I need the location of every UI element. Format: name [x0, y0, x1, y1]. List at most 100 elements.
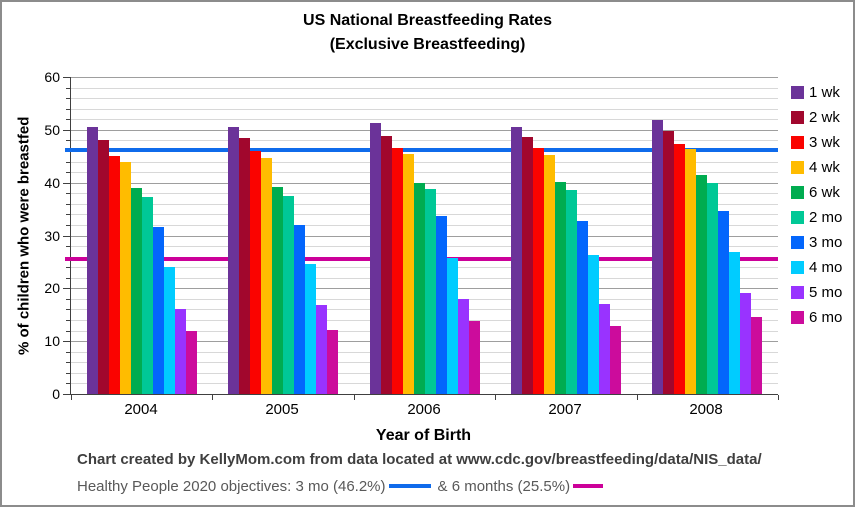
- legend-item-4-mo: 4 mo: [791, 258, 843, 276]
- legend-swatch-2-wk: [791, 110, 804, 124]
- y-minor-tick: [66, 298, 70, 300]
- legend-label-2-wk: 2 wk: [809, 108, 840, 126]
- y-major-tick: [63, 235, 70, 237]
- x-tick: [354, 395, 355, 400]
- gridline-major: [71, 77, 778, 78]
- y-minor-tick: [66, 256, 70, 258]
- x-tick: [495, 395, 496, 400]
- bar-2-mo-2008: [707, 183, 718, 394]
- legend-label-6-mo: 6 mo: [809, 308, 843, 326]
- bar-2-mo-2007: [566, 190, 577, 394]
- y-minor-tick: [66, 119, 70, 121]
- bar-6-mo-2004: [186, 331, 197, 394]
- legend: 1 wk 2 wk 3 wk 4 wk 6 wk 2 mo 3 mo 4 mo 5 mo 6 mo: [791, 83, 843, 326]
- footer-objectives: Healthy People 2020 objectives: 3 mo (46…: [77, 478, 610, 495]
- plot-area: [63, 77, 779, 400]
- gridline-minor: [71, 98, 778, 100]
- y-minor-tick: [66, 140, 70, 142]
- bar-3-mo-2007: [577, 221, 588, 394]
- bar-6-wk-2008: [696, 175, 707, 394]
- x-tick: [71, 395, 72, 400]
- bar-5-mo-2006: [458, 299, 469, 394]
- bar-6-wk-2006: [414, 183, 425, 394]
- bar-4-mo-2005: [305, 264, 316, 394]
- y-axis-label: 20: [44, 280, 60, 297]
- bar-6-mo-2008: [751, 317, 762, 394]
- footer-objectives-suffix: & 6 months (25.5%): [437, 478, 571, 495]
- bar-1-wk-2004: [87, 127, 98, 394]
- y-axis-label: 40: [44, 174, 60, 191]
- bar-3-mo-2006: [436, 216, 447, 394]
- bar-3-mo-2008: [718, 211, 729, 394]
- y-minor-tick: [66, 161, 70, 163]
- bar-2-mo-2004: [142, 197, 153, 394]
- x-axis-label-2006: 2006: [407, 401, 441, 418]
- gridline-minor: [71, 108, 778, 110]
- bar-1-wk-2006: [370, 123, 381, 394]
- bar-3-wk-2007: [533, 148, 544, 394]
- bar-4-wk-2008: [685, 149, 696, 394]
- legend-item-6-wk: 6 wk: [791, 183, 842, 201]
- y-major-tick: [63, 129, 70, 131]
- legend-swatch-6-mo: [791, 310, 804, 324]
- y-minor-tick: [66, 309, 70, 311]
- bar-2-wk-2006: [381, 136, 392, 394]
- bar-4-wk-2007: [544, 155, 555, 394]
- legend-label-4-wk: 4 wk: [809, 158, 840, 176]
- objective-line-3mo-sample: [388, 484, 431, 489]
- gridline-minor: [71, 87, 778, 89]
- x-axis-label-2005: 2005: [265, 401, 299, 418]
- y-minor-tick: [66, 108, 70, 110]
- legend-label-4-mo: 4 mo: [809, 258, 843, 276]
- bar-2-mo-2006: [425, 189, 436, 394]
- bar-4-mo-2008: [729, 252, 740, 394]
- bar-5-mo-2008: [740, 293, 751, 394]
- bar-4-mo-2006: [447, 258, 458, 394]
- bar-2-mo-2005: [283, 196, 294, 394]
- bar-5-mo-2004: [175, 309, 186, 394]
- y-major-tick: [63, 394, 70, 395]
- legend-swatch-5-mo: [791, 285, 804, 299]
- bar-6-mo-2006: [469, 321, 480, 394]
- y-minor-tick: [66, 87, 70, 89]
- y-minor-tick: [66, 372, 70, 374]
- bar-4-wk-2005: [261, 158, 272, 394]
- y-minor-tick: [66, 203, 70, 205]
- legend-item-4-wk: 4 wk: [791, 158, 842, 176]
- gridline-minor: [71, 119, 778, 121]
- x-axis-label-2008: 2008: [689, 401, 723, 418]
- bar-3-wk-2004: [109, 156, 120, 394]
- y-axis-label: 10: [44, 333, 60, 350]
- bar-4-wk-2004: [120, 162, 131, 394]
- legend-label-6-wk: 6 wk: [809, 183, 840, 201]
- bar-3-mo-2004: [153, 227, 164, 394]
- x-tick: [637, 395, 638, 400]
- legend-item-2-mo: 2 mo: [791, 208, 843, 226]
- bar-3-wk-2005: [250, 151, 261, 394]
- y-minor-tick: [66, 172, 70, 174]
- legend-item-3-mo: 3 mo: [791, 234, 842, 251]
- legend-swatch-4-wk: [791, 160, 804, 174]
- y-minor-tick: [66, 267, 70, 269]
- bar-6-mo-2007: [610, 326, 621, 394]
- y-minor-tick: [66, 277, 70, 279]
- y-minor-tick: [66, 98, 70, 100]
- y-minor-tick: [66, 246, 70, 248]
- bar-1-wk-2008: [652, 120, 663, 394]
- bar-4-wk-2006: [403, 154, 414, 394]
- gridline-minor: [71, 140, 778, 142]
- legend-label-5-mo: 5 mo: [809, 283, 843, 301]
- legend-label-2-mo: 2 mo: [809, 208, 843, 226]
- bar-6-wk-2005: [272, 187, 283, 394]
- footer-credit: Chart created by KellyMom.com from data …: [77, 451, 762, 468]
- bar-5-mo-2007: [599, 304, 610, 394]
- legend-label-1-wk: 1 wk: [809, 83, 840, 101]
- y-minor-tick: [66, 193, 70, 195]
- bar-6-wk-2007: [555, 182, 566, 394]
- x-axis-title: Year of Birth: [375, 427, 472, 444]
- footer-objectives-prefix: Healthy People 2020 objectives: 3 mo (46…: [77, 478, 386, 495]
- legend-swatch-6-wk: [791, 185, 804, 199]
- y-major-tick: [63, 77, 70, 78]
- bar-4-mo-2007: [588, 255, 599, 394]
